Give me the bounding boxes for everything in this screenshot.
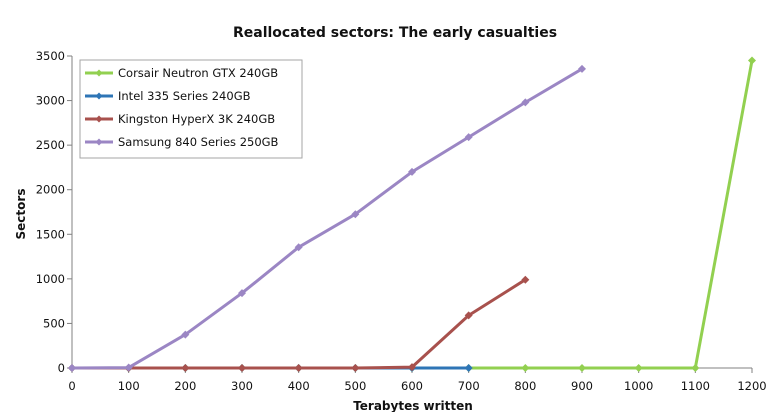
- data-point: [578, 364, 586, 372]
- y-tick-label: 2500: [36, 138, 65, 152]
- x-tick-label: 900: [571, 379, 593, 393]
- x-tick-label: 1200: [737, 379, 766, 393]
- y-tick-label: 2000: [36, 183, 65, 197]
- x-tick-label: 800: [514, 379, 536, 393]
- data-point: [408, 167, 416, 176]
- x-tick-label: 0: [68, 379, 75, 393]
- data-point: [351, 210, 360, 219]
- plot-area: [68, 56, 756, 372]
- chart-title: Reallocated sectors: The early casualtie…: [233, 25, 557, 41]
- x-tick-label: 300: [231, 379, 253, 393]
- y-tick-label: 3500: [36, 49, 65, 63]
- x-tick-label: 600: [401, 379, 423, 393]
- legend-marker: [95, 138, 103, 146]
- data-point: [181, 364, 190, 372]
- data-point: [294, 243, 303, 252]
- series-line: [70, 67, 584, 370]
- data-point: [181, 330, 190, 339]
- y-axis-title: Sectors: [14, 189, 28, 240]
- data-point: [464, 133, 473, 142]
- y-tick-label: 3000: [36, 94, 65, 108]
- data-point: [294, 364, 303, 372]
- x-axis-title: Terabytes written: [353, 399, 473, 412]
- data-point: [351, 364, 360, 372]
- legend-box: [79, 59, 303, 159]
- data-point: [238, 289, 246, 298]
- legend-label: Intel 335 Series 240GB: [118, 89, 251, 103]
- data-point: [634, 364, 643, 372]
- data-point: [578, 64, 586, 73]
- y-tick-label: 1500: [36, 227, 65, 241]
- legend: Corsair Neutron GTX 240GB Intel 335 Serie…: [79, 59, 303, 159]
- x-tick-label: 400: [288, 379, 310, 393]
- series-group: [68, 64, 586, 372]
- legend-label: Kingston HyperX 3K 240GB: [118, 112, 275, 126]
- legend-label: Corsair Neutron GTX 240GB: [118, 66, 278, 80]
- data-point: [68, 364, 76, 372]
- data-point: [521, 98, 530, 107]
- data-point: [238, 364, 246, 372]
- data-point: [521, 364, 530, 372]
- y-tick-label: 0: [58, 361, 65, 375]
- data-point: [691, 364, 700, 372]
- data-point: [124, 363, 133, 372]
- data-point: [464, 311, 473, 320]
- x-tick-label: 100: [118, 379, 140, 393]
- data-point: [464, 364, 473, 372]
- legend-label: Samsung 840 Series 250GB: [118, 135, 279, 149]
- data-point: [521, 275, 530, 284]
- data-point: [408, 363, 416, 372]
- x-tick-label: 200: [174, 379, 196, 393]
- legend-marker: [95, 69, 103, 77]
- x-tick-label: 500: [344, 379, 366, 393]
- legend-marker: [95, 115, 103, 123]
- y-tick-label: 1000: [36, 272, 65, 286]
- data-point: [748, 56, 756, 65]
- legend-marker: [95, 92, 103, 100]
- x-tick-label: 1100: [681, 379, 710, 393]
- x-tick-label: 700: [458, 379, 480, 393]
- x-tick-label: 1000: [624, 379, 653, 393]
- y-tick-label: 500: [43, 316, 65, 330]
